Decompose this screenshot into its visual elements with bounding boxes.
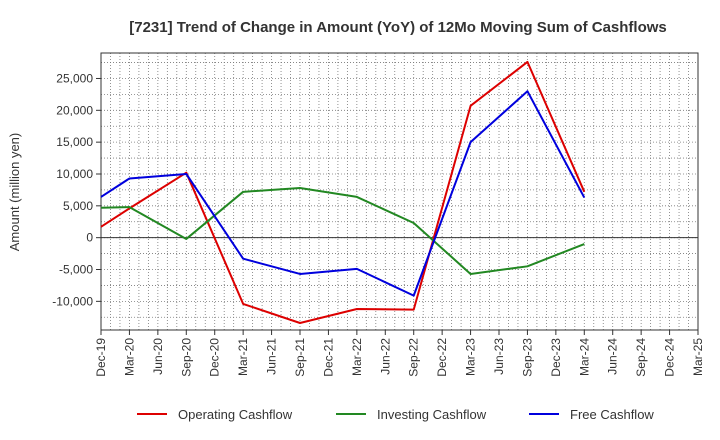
legend-label-3: Free Cashflow — [570, 407, 654, 422]
x-tick-label: Mar-21 — [236, 338, 250, 376]
y-tick-label: -10,000 — [52, 294, 93, 308]
x-tick-label: Sep-20 — [179, 338, 193, 377]
x-tick-label: Dec-23 — [549, 338, 563, 377]
y-tick-label: 0 — [86, 231, 93, 245]
series-layer — [100, 60, 586, 324]
x-tick-label: Jun-20 — [151, 338, 165, 375]
x-tick-label: Mar-25 — [691, 338, 705, 376]
legend: Operating Cashflow Investing Cashflow Free… — [137, 407, 654, 422]
y-tick-label: 5,000 — [63, 199, 93, 213]
x-tick-label: Jun-23 — [492, 338, 506, 375]
x-tick-label: Mar-24 — [577, 338, 591, 376]
y-tick-label: 25,000 — [56, 71, 93, 85]
series-line-3 — [100, 90, 586, 297]
legend-label-1: Operating Cashflow — [178, 407, 293, 422]
legend-label-2: Investing Cashflow — [377, 407, 487, 422]
y-tick-label: 20,000 — [56, 103, 93, 117]
y-tick-label: 15,000 — [56, 135, 93, 149]
x-tick-label: Jun-24 — [606, 338, 620, 375]
x-tick-label: Dec-19 — [94, 338, 108, 377]
x-tick-label: Sep-21 — [293, 338, 307, 377]
x-tick-label: Dec-24 — [663, 338, 677, 377]
x-tick-label: Dec-21 — [321, 338, 335, 377]
x-tick-label: Mar-22 — [350, 338, 364, 376]
x-axis: Dec-19 Mar-20 Jun-20 Sep-20 Dec-20 Mar-21 Jun-… — [94, 330, 705, 377]
x-tick-label: Jun-21 — [265, 338, 279, 375]
x-tick-label: Sep-23 — [520, 338, 534, 377]
y-axis-label: Amount (million yen) — [7, 133, 22, 252]
x-tick-label: Dec-22 — [435, 338, 449, 377]
x-tick-label: Sep-22 — [407, 338, 421, 377]
series-line-1 — [100, 60, 586, 324]
y-axis: -10,000 -5,000 0 5,000 10,000 15,000 20,000 25,… — [52, 71, 101, 308]
chart-title: [7231] Trend of Change in Amount (YoY) o… — [129, 19, 667, 36]
x-tick-label: Mar-23 — [464, 338, 478, 376]
y-tick-label: -5,000 — [59, 263, 93, 277]
x-tick-label: Sep-24 — [634, 338, 648, 377]
x-tick-label: Mar-20 — [122, 338, 136, 376]
plot-frame — [100, 52, 699, 331]
x-tick-label: Dec-20 — [208, 338, 222, 377]
x-tick-label: Jun-22 — [378, 338, 392, 375]
series-line-2 — [100, 187, 585, 275]
y-tick-label: 10,000 — [56, 167, 93, 181]
